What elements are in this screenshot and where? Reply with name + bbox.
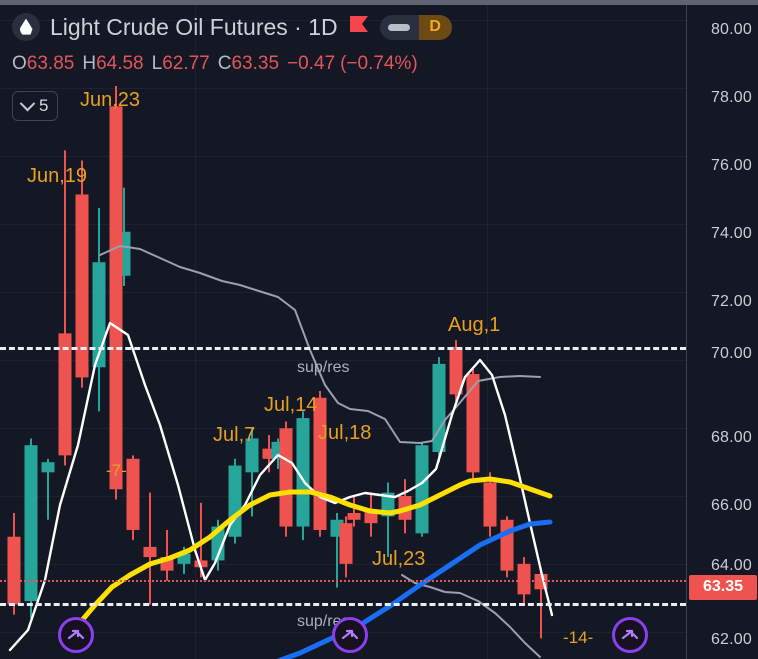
ohlc-high-key: H	[82, 53, 97, 74]
candle-body	[75, 194, 89, 378]
bar-count-value: 5	[39, 96, 49, 115]
ohlc-high-value: 64.58	[96, 53, 144, 74]
arrow-right-circle-icon	[621, 629, 639, 640]
ma-line-white	[8, 321, 554, 652]
price-axis[interactable]: 80.00 78.00 76.00 74.00 72.00 70.00 68.0…	[686, 5, 758, 659]
axis-tick: 80.00	[710, 21, 752, 38]
candle-body	[58, 333, 72, 456]
candle-body	[262, 448, 276, 459]
date-label-jul14: Jul,14	[264, 394, 318, 416]
axis-tick: 62.00	[710, 631, 752, 648]
candle-body	[347, 513, 361, 520]
axis-tick: 74.00	[710, 225, 752, 242]
candle-body	[177, 553, 191, 564]
bar-count-selector[interactable]: 5	[12, 91, 59, 121]
candle-body	[313, 397, 327, 530]
candle-body	[143, 546, 157, 558]
candle-body	[483, 482, 497, 527]
candle-body	[92, 262, 106, 368]
toggle-knob-icon[interactable]	[380, 23, 419, 31]
red-flag-icon[interactable]	[348, 15, 370, 40]
candle-body	[415, 445, 429, 534]
date-label-jul18: Jul,18	[318, 422, 372, 444]
chart-canvas[interactable]: sup/res sup/res Jun,23 Jun,19 Jul,7 Jul,…	[0, 5, 686, 659]
candle-body	[279, 428, 293, 527]
chevron-down-icon[interactable]	[19, 95, 36, 111]
axis-tick: 70.00	[710, 345, 752, 362]
candle-body	[466, 374, 480, 473]
ohlc-close-key: C	[217, 53, 232, 74]
ohlc-change: −0.47	[287, 53, 336, 74]
ma-line-blue	[276, 519, 553, 659]
count-label-7: -7-	[106, 461, 127, 480]
gridline-v	[487, 5, 488, 659]
window-titlebar	[0, 0, 758, 5]
arrow-right-circle-icon	[67, 629, 85, 640]
candle-body	[296, 418, 310, 527]
candle-body	[7, 536, 21, 605]
ohlc-readout: O63.85 H64.58 L62.77 C63.35 −0.47 (−0.74%)	[12, 53, 418, 75]
gridline-h	[0, 360, 686, 361]
supres-line-upper	[0, 347, 686, 350]
candle-body	[194, 560, 208, 568]
current-price-badge: 63.35	[689, 575, 757, 600]
date-label-aug1: Aug,1	[448, 314, 501, 336]
signal-marker[interactable]	[332, 617, 368, 653]
axis-tick: 64.00	[710, 557, 752, 574]
gridline-h	[0, 292, 686, 293]
arrow-right-circle-icon	[341, 629, 359, 640]
date-label-jul7: Jul,7	[213, 424, 256, 446]
supres-label-upper: sup/res	[297, 359, 350, 376]
gridline-h	[0, 428, 686, 429]
candle-body	[24, 445, 38, 602]
ohlc-change-pct: (−0.74%)	[340, 53, 418, 74]
ohlc-low-value: 62.77	[162, 53, 210, 74]
signal-marker[interactable]	[58, 617, 94, 653]
candle-body	[126, 458, 140, 530]
date-label-jul23: Jul,23	[372, 548, 426, 570]
gridline-h	[0, 20, 686, 21]
gridline-v	[195, 5, 196, 659]
ohlc-low-key: L	[151, 53, 163, 74]
page-title: Light Crude Oil Futures · 1D	[50, 13, 338, 40]
timeframe-label[interactable]: D	[418, 14, 452, 40]
candle-body	[245, 438, 259, 473]
ohlc-open-value: 63.85	[26, 53, 75, 74]
count-label-14: -14-	[563, 628, 594, 647]
candle-body	[339, 523, 353, 564]
axis-tick: 68.00	[710, 429, 752, 446]
timeframe-toggle[interactable]: D	[379, 14, 452, 40]
gridline-h	[0, 224, 686, 225]
candle-body	[449, 346, 463, 395]
axis-tick: 72.00	[710, 293, 752, 310]
ohlc-open-key: O	[12, 53, 27, 74]
candle-body	[432, 363, 446, 452]
current-price-line	[0, 580, 686, 582]
supres-line-lower	[0, 603, 686, 606]
symbol-row: Light Crude Oil Futures · 1D D	[12, 13, 452, 41]
ohlc-close-value: 63.35	[231, 53, 280, 74]
candle-body	[500, 519, 514, 571]
candle-body	[517, 563, 531, 595]
date-label-jun23: Jun,23	[80, 89, 141, 111]
signal-marker[interactable]	[612, 617, 648, 653]
axis-tick: 78.00	[710, 89, 752, 106]
ma-line-yellow	[75, 476, 553, 628]
axis-tick: 76.00	[710, 157, 752, 174]
gridline-h	[0, 88, 686, 89]
date-label-jun19: Jun,19	[27, 165, 88, 187]
gridline-h	[0, 496, 686, 497]
candle-body	[41, 462, 55, 473]
candle-body	[109, 106, 123, 490]
oil-drop-icon	[12, 13, 40, 41]
gridline-h	[0, 156, 686, 157]
axis-tick: 66.00	[710, 497, 752, 514]
gridline-h	[0, 564, 686, 565]
price-series-plot	[7, 86, 554, 659]
